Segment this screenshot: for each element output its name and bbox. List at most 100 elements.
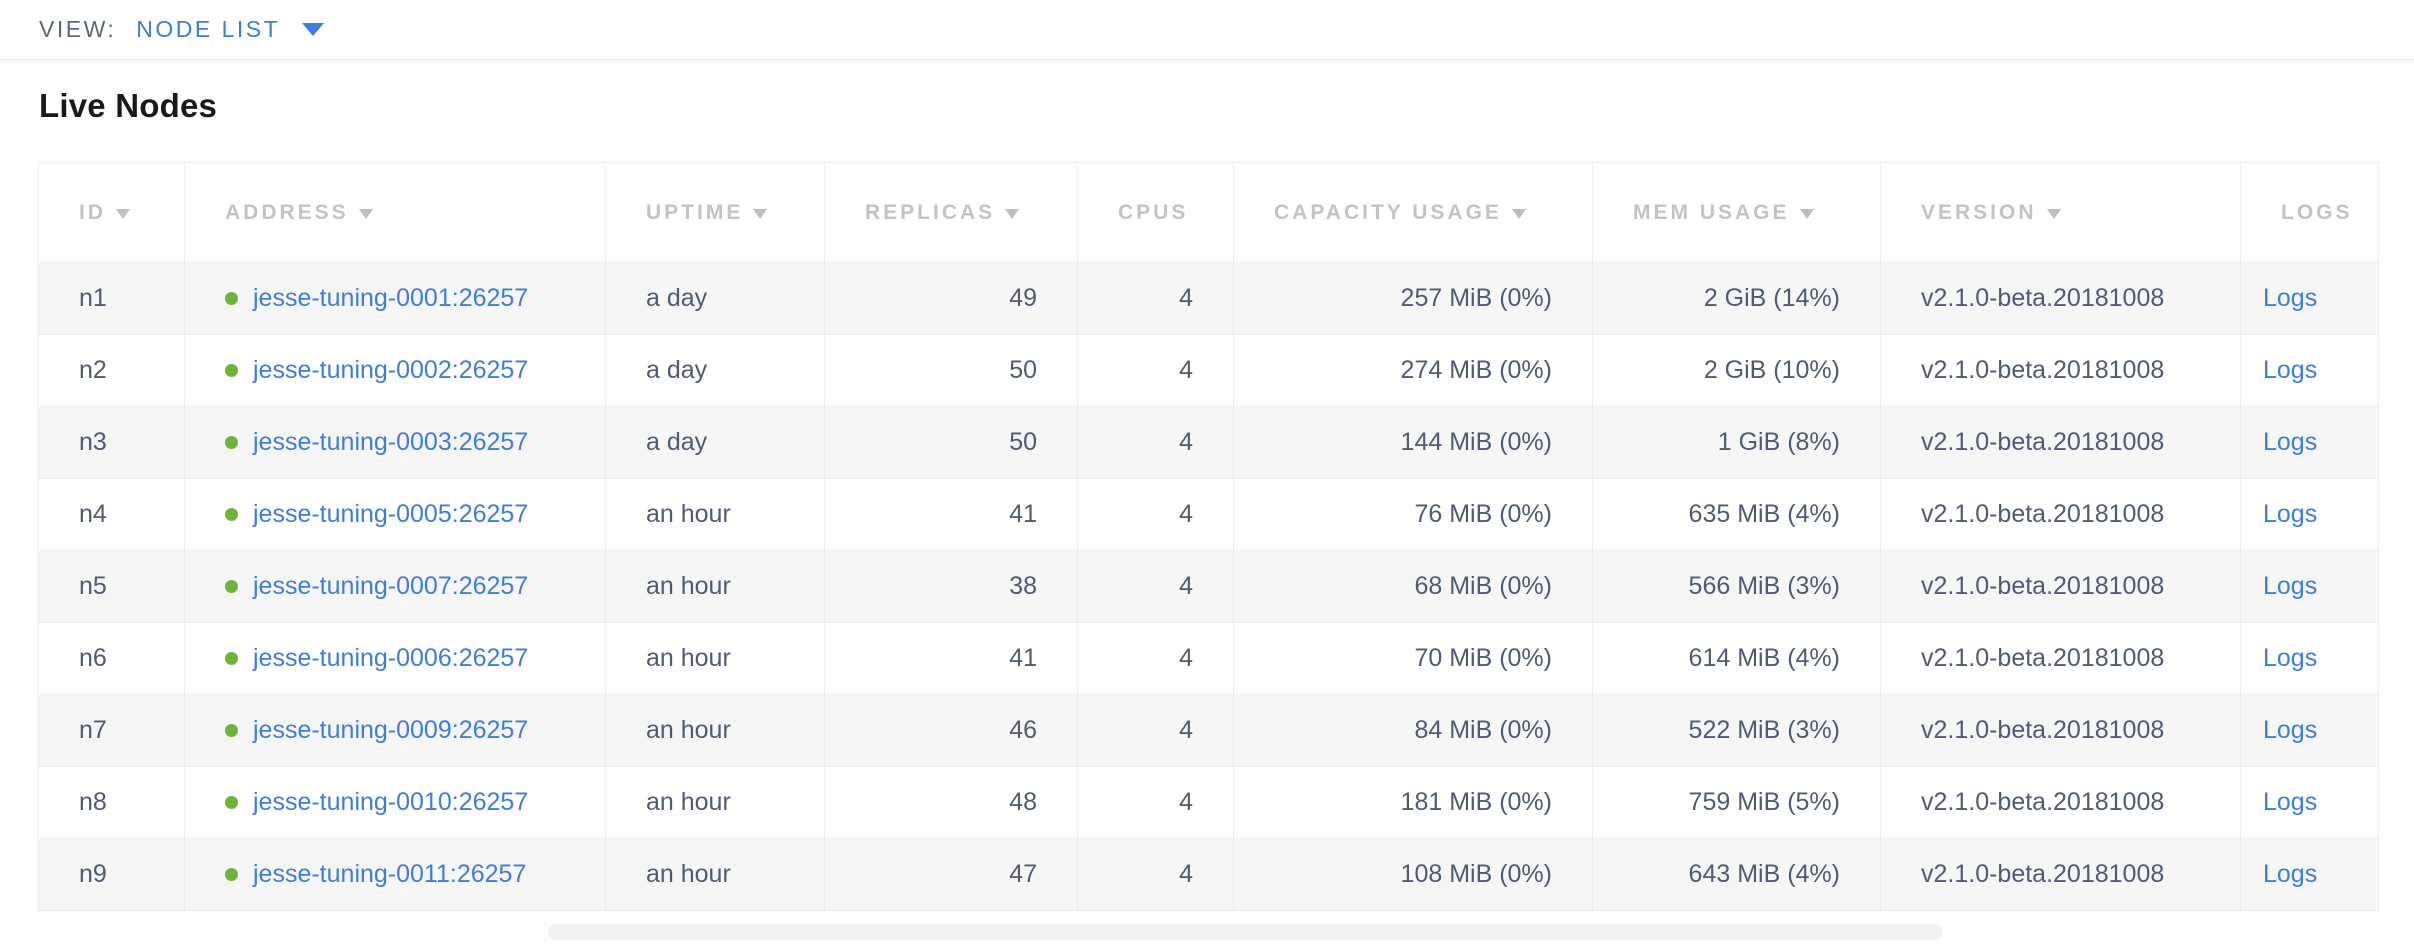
column-header-capacity[interactable]: CAPACITY USAGE — [1233, 162, 1593, 263]
logs-link[interactable]: Logs — [2263, 284, 2318, 312]
node-cpus-cell: 4 — [1077, 622, 1234, 695]
table-row: n3 jesse-tuning-0003:26257 a day 50 4 144 MiB… — [38, 406, 2379, 479]
node-mem-cell: 2 GiB (10%) — [1592, 334, 1881, 407]
node-mem-cell: 566 MiB (3%) — [1592, 550, 1881, 623]
column-header-address[interactable]: ADDRESS — [184, 162, 606, 263]
node-cpus-cell: 4 — [1077, 766, 1234, 839]
logs-link[interactable]: Logs — [2263, 860, 2318, 888]
node-id-cell: n2 — [38, 334, 185, 407]
node-capacity-cell: 181 MiB (0%) — [1233, 766, 1593, 839]
node-version-cell: v2.1.0-beta.20181008 — [1880, 838, 2241, 911]
logs-link[interactable]: Logs — [2263, 788, 2318, 816]
sort-desc-icon — [2046, 208, 2061, 219]
node-mem-cell: 635 MiB (4%) — [1592, 478, 1881, 551]
node-version-cell: v2.1.0-beta.20181008 — [1880, 694, 2241, 767]
sort-desc-icon — [1511, 208, 1526, 219]
node-address-cell: jesse-tuning-0002:26257 — [184, 334, 606, 407]
node-capacity-cell: 70 MiB (0%) — [1233, 622, 1593, 695]
live-status-icon — [225, 724, 238, 737]
chevron-down-icon — [302, 23, 325, 36]
node-mem-cell: 759 MiB (5%) — [1592, 766, 1881, 839]
node-replicas-cell: 46 — [824, 694, 1078, 767]
logs-link[interactable]: Logs — [2263, 716, 2318, 744]
node-logs-cell: Logs — [2240, 622, 2379, 695]
node-uptime-cell: an hour — [605, 478, 825, 551]
node-capacity-cell: 257 MiB (0%) — [1233, 262, 1593, 335]
view-dropdown-value: NODE LIST — [136, 16, 281, 42]
table-row: n6 jesse-tuning-0006:26257 an hour 41 4 70 Mi… — [38, 622, 2379, 695]
column-header-label: ID — [79, 200, 106, 224]
node-cpus-cell: 4 — [1077, 262, 1234, 335]
live-nodes-table: ID ADDRESS UPTIME REPLICAS CPUS CAPACITY USAG… — [38, 162, 2379, 911]
sort-desc-icon — [358, 208, 373, 219]
table-row: n7 jesse-tuning-0009:26257 an hour 46 4 84 Mi… — [38, 694, 2379, 767]
column-header-label: CPUS — [1118, 200, 1189, 224]
node-mem-cell: 522 MiB (3%) — [1592, 694, 1881, 767]
node-logs-cell: Logs — [2240, 478, 2379, 551]
node-replicas-cell: 38 — [824, 550, 1078, 623]
node-address-link[interactable]: jesse-tuning-0007:26257 — [253, 572, 529, 600]
node-version-cell: v2.1.0-beta.20181008 — [1880, 766, 2241, 839]
node-mem-cell: 643 MiB (4%) — [1592, 838, 1881, 911]
node-replicas-cell: 41 — [824, 622, 1078, 695]
node-address-cell: jesse-tuning-0003:26257 — [184, 406, 606, 479]
node-address-link[interactable]: jesse-tuning-0003:26257 — [253, 428, 529, 456]
column-header-label: UPTIME — [646, 200, 744, 224]
node-address-cell: jesse-tuning-0010:26257 — [184, 766, 606, 839]
node-logs-cell: Logs — [2240, 838, 2379, 911]
sort-desc-icon — [1005, 208, 1020, 219]
sort-desc-icon — [116, 208, 130, 219]
node-id-cell: n4 — [38, 478, 185, 551]
node-uptime-cell: an hour — [605, 550, 825, 623]
node-replicas-cell: 50 — [824, 406, 1078, 479]
node-address-link[interactable]: jesse-tuning-0001:26257 — [253, 284, 529, 312]
node-version-cell: v2.1.0-beta.20181008 — [1880, 406, 2241, 479]
column-header-replicas[interactable]: REPLICAS — [824, 162, 1078, 263]
node-version-cell: v2.1.0-beta.20181008 — [1880, 622, 2241, 695]
node-address-link[interactable]: jesse-tuning-0010:26257 — [253, 788, 529, 816]
logs-link[interactable]: Logs — [2263, 500, 2318, 528]
horizontal-scrollbar-thumb[interactable] — [548, 924, 1943, 940]
logs-link[interactable]: Logs — [2263, 428, 2318, 456]
live-status-icon — [225, 796, 238, 809]
node-uptime-cell: a day — [605, 406, 825, 479]
node-replicas-cell: 48 — [824, 766, 1078, 839]
column-header-id[interactable]: ID — [39, 163, 185, 263]
node-cpus-cell: 4 — [1077, 478, 1234, 551]
node-uptime-cell: an hour — [605, 766, 825, 839]
node-address-cell: jesse-tuning-0011:26257 — [184, 838, 606, 911]
node-address-cell: jesse-tuning-0001:26257 — [184, 262, 606, 335]
node-capacity-cell: 84 MiB (0%) — [1233, 694, 1593, 767]
sort-desc-icon — [753, 208, 768, 219]
column-header-cpus: CPUS — [1077, 162, 1234, 263]
node-capacity-cell: 76 MiB (0%) — [1233, 478, 1593, 551]
logs-link[interactable]: Logs — [2263, 356, 2318, 384]
column-header-label: VERSION — [1921, 200, 2037, 224]
node-address-link[interactable]: jesse-tuning-0011:26257 — [253, 860, 527, 888]
sort-desc-icon — [1799, 208, 1814, 219]
column-header-label: MEM USAGE — [1633, 200, 1790, 224]
node-capacity-cell: 68 MiB (0%) — [1233, 550, 1593, 623]
node-address-link[interactable]: jesse-tuning-0006:26257 — [253, 644, 529, 672]
node-replicas-cell: 49 — [824, 262, 1078, 335]
column-header-mem[interactable]: MEM USAGE — [1592, 162, 1881, 263]
node-mem-cell: 614 MiB (4%) — [1592, 622, 1881, 695]
node-address-link[interactable]: jesse-tuning-0005:26257 — [253, 500, 529, 528]
node-address-link[interactable]: jesse-tuning-0009:26257 — [253, 716, 529, 744]
table-row: n5 jesse-tuning-0007:26257 an hour 38 4 68 Mi… — [38, 550, 2379, 623]
logs-link[interactable]: Logs — [2263, 572, 2318, 600]
node-id-cell: n9 — [38, 838, 185, 911]
node-logs-cell: Logs — [2240, 406, 2379, 479]
live-status-icon — [225, 508, 238, 521]
node-address-cell: jesse-tuning-0005:26257 — [184, 478, 606, 551]
node-version-cell: v2.1.0-beta.20181008 — [1880, 334, 2241, 407]
logs-link[interactable]: Logs — [2263, 644, 2318, 672]
node-address-link[interactable]: jesse-tuning-0002:26257 — [253, 356, 529, 384]
column-header-uptime[interactable]: UPTIME — [605, 162, 825, 263]
live-nodes-page: VIEW: NODE LIST Live Nodes ID ADDRESS UPTI… — [0, 16, 2414, 940]
view-dropdown[interactable]: NODE LIST — [136, 16, 325, 43]
column-header-version[interactable]: VERSION — [1880, 162, 2241, 263]
live-status-icon — [225, 652, 238, 665]
node-cpus-cell: 4 — [1077, 838, 1234, 911]
node-cpus-cell: 4 — [1077, 550, 1234, 623]
